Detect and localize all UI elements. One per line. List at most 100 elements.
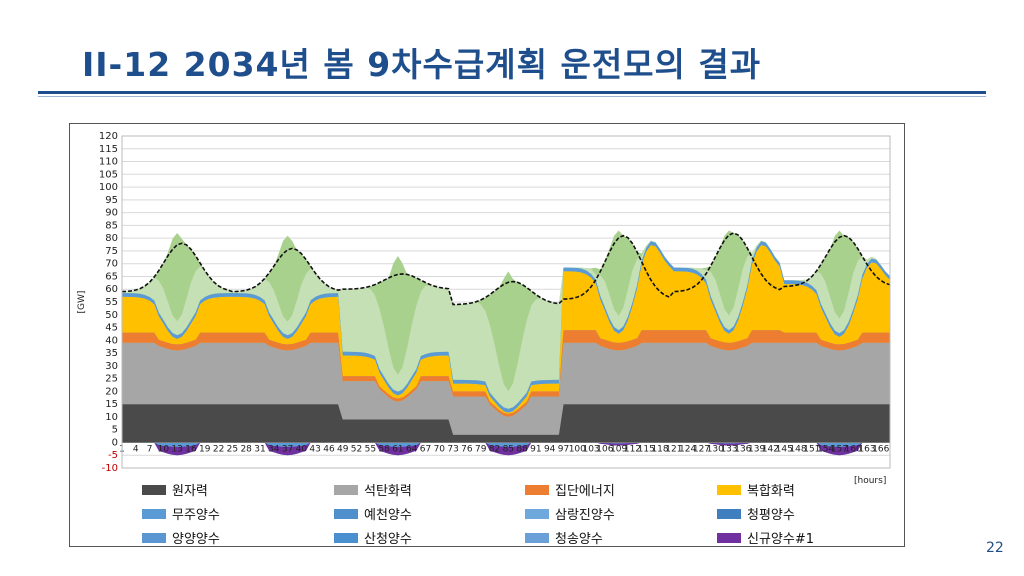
legend-swatch [717,484,741,495]
x-tick-label: 166 [872,444,889,454]
x-tick-label: 109 [610,444,627,454]
title-underline-thin [38,96,986,97]
legend-swatch [334,484,358,495]
legend-label: 삼랑진양수 [555,508,615,523]
legend-swatch [717,532,741,543]
legend-item: 삼랑진양수 [525,504,615,523]
y-tick-label: 5 [112,425,118,436]
x-tick-label: 145 [776,444,793,454]
x-tick-label: 160 [845,444,862,454]
x-tick-label: 61 [392,444,403,454]
x-tick-label: 64 [406,444,418,454]
y-tick-label: 80 [105,233,118,244]
x-tick-label: 127 [693,444,710,454]
x-tick-label: 10 [158,444,170,454]
area-coal [122,342,890,435]
x-tick-label: 94 [544,444,556,454]
legend-item: 석탄화력 [334,480,412,499]
legend-label: 청평양수 [747,508,795,523]
x-tick-label: 40 [296,444,308,454]
x-tick-label: 142 [762,444,779,454]
legend-item: 청송양수 [525,528,603,547]
legend-swatch [717,508,741,519]
legend-label: 청송양수 [555,532,603,547]
y-tick-label: 60 [105,284,118,295]
y-tick-label: 55 [105,297,118,308]
legend-label: 예천양수 [364,508,412,523]
legend-item: 원자력 [142,480,208,499]
legend-item: 양양양수 [142,528,220,547]
x-tick-label: 70 [434,444,446,454]
demand-line [121,232,891,306]
x-tick-label: 43 [309,444,320,454]
x-tick-label: 115 [638,444,655,454]
legend-label: 복합화력 [747,484,795,499]
x-tick-label: 88 [516,444,528,454]
y-tick-label: 95 [105,195,118,206]
legend-label: 신규양수#1 [747,532,815,547]
y-tick-label: 90 [105,208,118,219]
x-tick-label: 7 [147,444,153,454]
x-tick-label: 157 [831,444,848,454]
y-tick-label: 85 [105,220,118,231]
y-tick-label: -5 [108,450,118,461]
y-tick-label: 120 [99,131,118,142]
y-tick-label: 75 [105,246,118,257]
x-tick-label: 91 [530,444,541,454]
legend-swatch [142,508,166,519]
x-tick-label: 4 [133,444,139,454]
legend-swatch [525,484,549,495]
y-tick-label: 25 [105,374,118,385]
x-tick-label: 19 [199,444,211,454]
legend-item: 예천양수 [334,504,412,523]
area-chp [122,330,890,417]
x-tick-label: 55 [365,444,376,454]
x-tick-label: 28 [240,444,252,454]
x-tick-label: 106 [596,444,613,454]
chart-frame: -10 -5 0 5 10 15 20 25 30 35 40 45 50 55 60 65 70 75 80 85 9… [69,123,905,547]
legend-label: 산청양수 [364,532,412,547]
x-tick-label: 49 [337,444,349,454]
x-tick-label: 154 [817,444,834,454]
area-combined-cycle [122,245,890,414]
y-tick-label: 10 [105,412,118,423]
y-tick-label: 65 [105,271,118,282]
legend-label: 무주양수 [172,508,220,523]
legend-swatch [142,484,166,495]
area-new-pumped-load [122,442,890,456]
x-tick-label: 37 [282,444,293,454]
legend-label: 양양양수 [172,532,220,547]
plot-area-border [121,135,891,469]
x-tick-label: 148 [789,444,806,454]
legend-item: 무주양수 [142,504,220,523]
y-tick-label: 45 [105,323,118,334]
legend-swatch [525,532,549,543]
page-number: 22 [986,540,1004,556]
x-tick-label: 73 [447,444,458,454]
x-axis-label: [hours] [854,476,887,486]
generation-stack-chart: -10-505101520253035404550556065707580859… [77,131,891,474]
legend-label: 집단에너지 [555,484,615,499]
legend-item: 신규양수#1 [717,528,814,547]
x-tick-label: 97 [558,444,569,454]
x-tick-label: 79 [475,444,487,454]
x-tick-label: 76 [461,444,473,454]
x-tick-label: 25 [227,444,238,454]
y-tick-label: 50 [105,310,118,321]
x-tick-label: 130 [707,444,724,454]
x-tick-label: 151 [803,444,820,454]
area-nuclear [122,404,890,443]
x-tick-label: 100 [569,444,586,454]
x-tick-label: 82 [489,444,500,454]
legend-swatch [334,508,358,519]
x-tick-label: 163 [858,444,875,454]
x-tick-label: 112 [624,444,641,454]
x-tick-label: 31 [254,444,265,454]
y-tick-label: 30 [105,361,118,372]
legend-item: 집단에너지 [525,480,615,499]
x-tick-label: 103 [582,444,599,454]
legend-swatch [334,532,358,543]
legend-item: 산청양수 [334,528,412,547]
x-tick-label: 118 [651,444,668,454]
x-tick-label: 58 [378,444,390,454]
